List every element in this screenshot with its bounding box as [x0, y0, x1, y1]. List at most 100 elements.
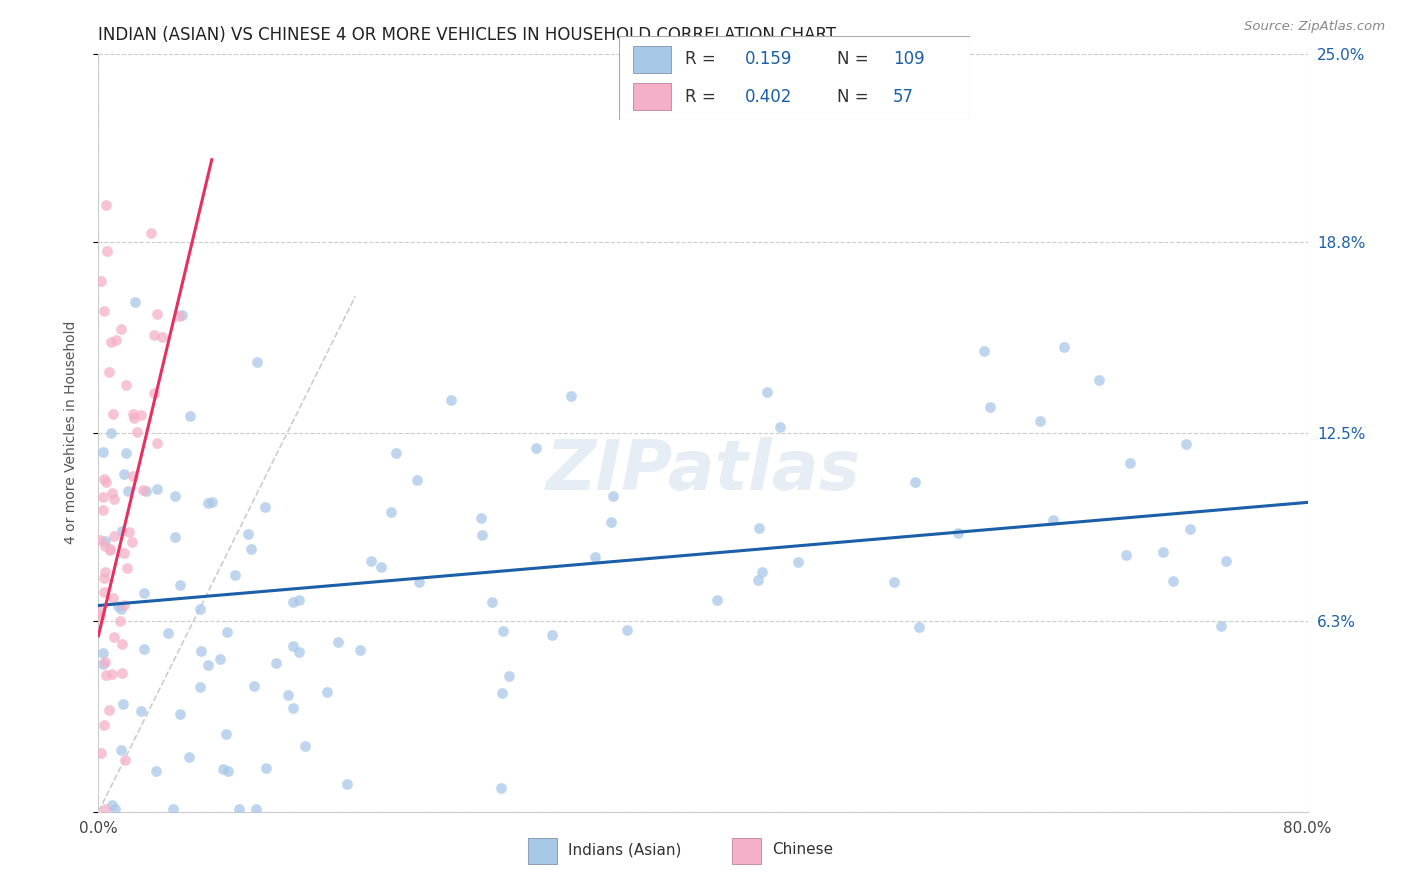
Point — [751, 566, 773, 580]
Point — [101, 486, 124, 500]
Point — [440, 393, 463, 408]
Point — [110, 602, 132, 616]
Point — [111, 697, 134, 711]
Point — [101, 797, 124, 812]
Text: Source: ZipAtlas.com: Source: ZipAtlas.com — [1244, 20, 1385, 33]
Point — [93, 503, 115, 517]
Point — [1115, 548, 1137, 562]
Point — [125, 425, 148, 440]
Point — [93, 473, 115, 487]
Point — [112, 546, 135, 560]
Text: 0.402: 0.402 — [745, 87, 793, 105]
Point — [101, 666, 124, 681]
Bar — [633, 83, 671, 111]
Point — [253, 500, 276, 514]
Point — [111, 524, 134, 538]
Point — [1211, 619, 1233, 633]
Point — [122, 411, 145, 425]
Point — [756, 384, 779, 399]
Point — [169, 578, 191, 592]
Point — [228, 802, 250, 816]
Point — [215, 625, 238, 640]
Point — [481, 595, 503, 609]
Point — [281, 701, 304, 715]
Text: R =: R = — [686, 51, 716, 69]
Point — [197, 496, 219, 510]
Point — [94, 802, 117, 816]
Point — [94, 198, 117, 212]
Point — [172, 309, 194, 323]
Point — [98, 703, 121, 717]
Point — [114, 753, 136, 767]
Point — [907, 620, 929, 634]
Point — [211, 763, 233, 777]
Point — [405, 473, 427, 487]
Point — [134, 586, 156, 600]
Point — [215, 727, 238, 741]
Bar — [527, 838, 557, 863]
Point — [315, 685, 337, 699]
Point — [117, 483, 139, 498]
Point — [245, 802, 267, 816]
Point — [1028, 414, 1050, 428]
Point — [105, 333, 128, 347]
Bar — [733, 838, 762, 863]
Point — [103, 631, 125, 645]
Point — [98, 365, 121, 379]
Text: R =: R = — [686, 87, 716, 105]
Point — [131, 704, 153, 718]
Point — [90, 274, 112, 288]
Point — [217, 764, 239, 778]
Point — [124, 295, 146, 310]
Point — [208, 652, 231, 666]
Point — [107, 599, 129, 613]
Point — [94, 475, 117, 489]
Point — [560, 388, 582, 402]
Point — [946, 525, 969, 540]
Point — [94, 533, 117, 548]
Point — [1042, 512, 1064, 526]
Point — [93, 571, 115, 585]
Point — [98, 542, 121, 557]
Point — [349, 643, 371, 657]
Point — [111, 637, 134, 651]
Point — [288, 645, 311, 659]
Point — [224, 568, 246, 582]
Point — [134, 641, 156, 656]
Text: ZIPatlas: ZIPatlas — [546, 437, 860, 504]
Point — [104, 802, 127, 816]
Point — [110, 743, 132, 757]
Point — [117, 525, 139, 540]
Point — [89, 604, 111, 618]
Point — [1053, 340, 1076, 354]
Text: Indians (Asian): Indians (Asian) — [568, 842, 681, 857]
Point — [197, 658, 219, 673]
Point — [100, 426, 122, 441]
Point — [94, 655, 117, 669]
Point — [294, 739, 316, 753]
Point — [786, 555, 808, 569]
Point — [1119, 456, 1142, 470]
Point — [236, 527, 259, 541]
Point — [96, 667, 118, 681]
Point — [103, 529, 125, 543]
Point — [163, 489, 186, 503]
Point — [110, 322, 132, 336]
Text: Chinese: Chinese — [772, 842, 834, 857]
Point — [1161, 574, 1184, 588]
Point — [360, 554, 382, 568]
Point — [264, 656, 287, 670]
Text: 0.159: 0.159 — [745, 51, 793, 69]
Point — [1152, 544, 1174, 558]
Point — [380, 505, 402, 519]
Point — [110, 615, 132, 629]
Point — [146, 482, 169, 496]
Point — [1174, 437, 1197, 451]
Point — [277, 688, 299, 702]
Point — [94, 539, 117, 553]
Point — [541, 628, 564, 642]
Point — [188, 680, 211, 694]
Point — [408, 574, 430, 589]
Point — [112, 467, 135, 481]
FancyBboxPatch shape — [619, 36, 970, 120]
